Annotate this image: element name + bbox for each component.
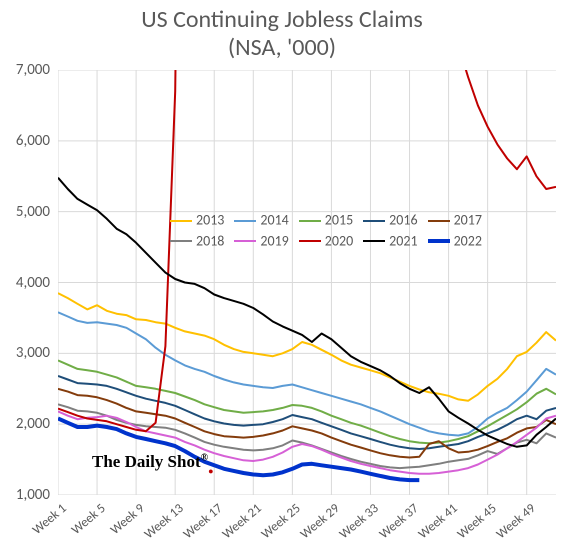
- title-line-2: (NSA, '000): [228, 33, 336, 62]
- legend-swatch: [234, 240, 256, 242]
- legend-label: 2014: [260, 212, 288, 229]
- legend-label: 2013: [196, 212, 224, 229]
- chart-title: US Continuing Jobless Claims (NSA, '000): [0, 6, 564, 62]
- legend-swatch: [170, 240, 192, 242]
- title-line-1: US Continuing Jobless Claims: [141, 5, 423, 34]
- legend: 2013 2014 2015 2016 2017 2018 2019 2020 2021 2022: [170, 210, 492, 251]
- legend-swatch: [363, 240, 385, 242]
- legend-item-2022: 2022: [428, 231, 482, 252]
- legend-label: 2019: [260, 232, 288, 249]
- legend-swatch: [170, 220, 192, 222]
- watermark: The Daily Shot®●: [92, 452, 214, 472]
- legend-label: 2015: [325, 212, 353, 229]
- legend-label: 2016: [389, 212, 417, 229]
- legend-swatch: [363, 220, 385, 222]
- legend-label: 2017: [454, 212, 482, 229]
- y-tick-label: 4,000: [0, 274, 50, 292]
- y-tick-label: 5,000: [0, 203, 50, 221]
- legend-item-2015: 2015: [299, 210, 353, 231]
- legend-label: 2018: [196, 232, 224, 249]
- plot-area: [58, 70, 556, 495]
- legend-label: 2021: [389, 232, 417, 249]
- legend-label: 2020: [325, 232, 353, 249]
- y-tick-label: 2,000: [0, 415, 50, 433]
- legend-item-2017: 2017: [428, 210, 482, 231]
- legend-label: 2022: [454, 232, 482, 249]
- y-tick-label: 3,000: [0, 344, 50, 362]
- chart-container: { "type": "line", "title_line1": "US Con…: [0, 0, 564, 555]
- series-2014: [58, 312, 556, 435]
- legend-swatch: [299, 240, 321, 242]
- legend-item-2018: 2018: [170, 231, 224, 252]
- series-2016: [58, 376, 556, 449]
- legend-swatch: [428, 239, 450, 243]
- legend-item-2021: 2021: [363, 231, 417, 252]
- y-tick-label: 1,000: [0, 486, 50, 504]
- legend-item-2019: 2019: [234, 231, 288, 252]
- legend-item-2014: 2014: [234, 210, 288, 231]
- legend-item-2013: 2013: [170, 210, 224, 231]
- y-tick-label: 6,000: [0, 132, 50, 150]
- legend-swatch: [234, 220, 256, 222]
- legend-item-2020: 2020: [299, 231, 353, 252]
- legend-item-2016: 2016: [363, 210, 417, 231]
- legend-swatch: [428, 220, 450, 222]
- legend-swatch: [299, 220, 321, 222]
- watermark-text: The Daily Shot: [92, 452, 201, 471]
- y-tick-label: 7,000: [0, 61, 50, 79]
